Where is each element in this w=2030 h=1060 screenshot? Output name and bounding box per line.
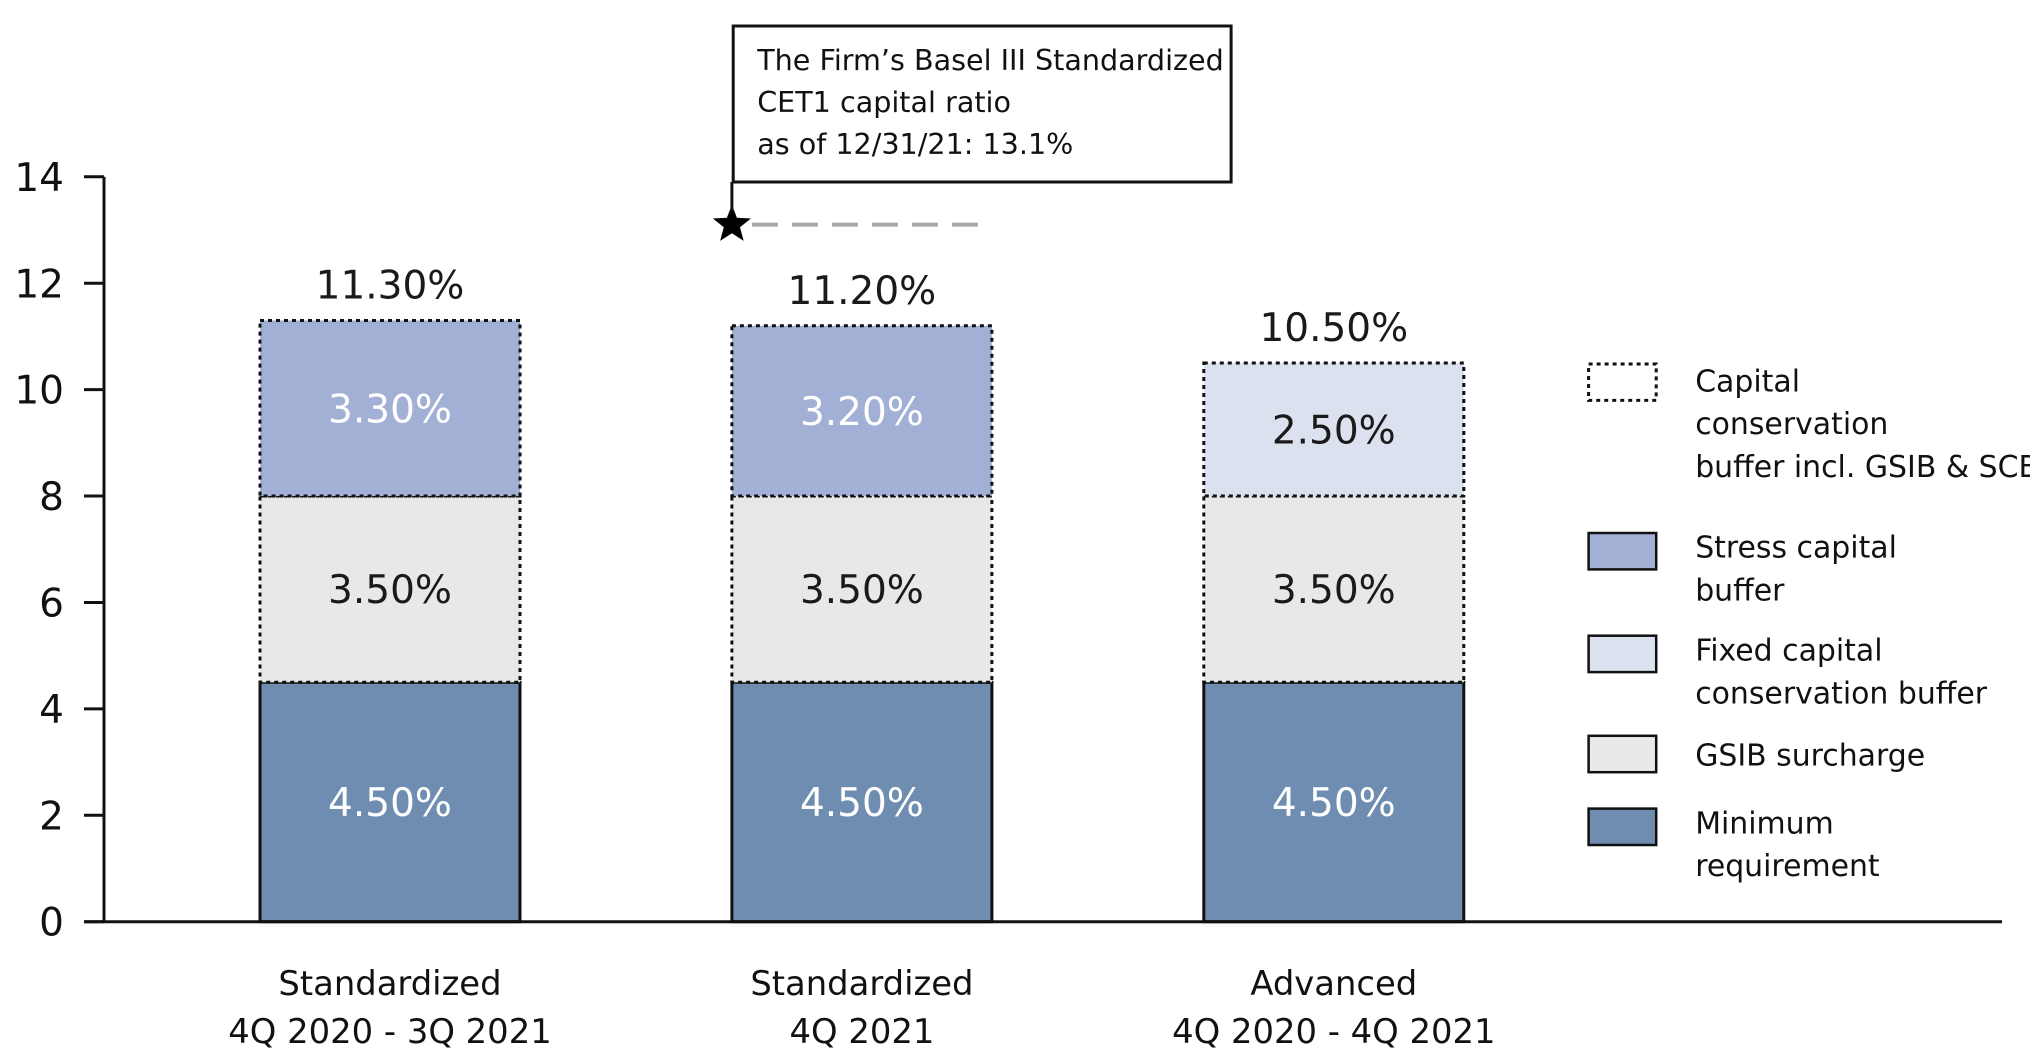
y-tick-label: 8 bbox=[39, 475, 64, 520]
y-tick-label: 6 bbox=[39, 581, 64, 626]
y-tick-label: 10 bbox=[14, 369, 64, 414]
bar-minimum-label: 4.50% bbox=[800, 781, 924, 826]
bar-gsib bbox=[258, 494, 522, 684]
bar-fixed bbox=[1202, 361, 1466, 498]
x-category-label: 4Q 2021 bbox=[789, 1012, 934, 1051]
bar-total-label: 11.20% bbox=[788, 269, 937, 314]
annotation-text: CET1 capital ratio bbox=[757, 85, 1011, 119]
legend-swatch-fixed bbox=[1587, 634, 1658, 674]
bar-minimum bbox=[1202, 680, 1466, 924]
annotation-text: as of 12/31/21: 13.1% bbox=[757, 127, 1073, 161]
x-category-label: Advanced bbox=[1250, 964, 1417, 1003]
bar-gsib-label: 3.50% bbox=[328, 568, 452, 613]
bar-stress bbox=[258, 318, 522, 498]
legend-swatch-minimum bbox=[1587, 807, 1658, 847]
legend-label: buffer incl. GSIB & SCB bbox=[1695, 450, 2030, 485]
x-category-label: 4Q 2020 - 4Q 2021 bbox=[1172, 1012, 1495, 1051]
star-icon bbox=[712, 204, 751, 241]
legend-label: Minimum bbox=[1695, 806, 1834, 841]
y-tick-label: 0 bbox=[39, 901, 64, 946]
x-category-label: Standardized bbox=[750, 964, 973, 1003]
x-category-label: Standardized bbox=[278, 964, 501, 1003]
bar-total-label: 11.30% bbox=[316, 263, 465, 308]
legend-label: requirement bbox=[1695, 849, 1879, 884]
y-tick-label: 2 bbox=[39, 794, 64, 839]
bar-stress bbox=[730, 324, 994, 498]
bar-minimum-label: 4.50% bbox=[1272, 781, 1396, 826]
legend-label: GSIB surcharge bbox=[1695, 739, 1925, 774]
legend-label: conservation buffer bbox=[1695, 676, 1988, 711]
bar-stress-label: 3.30% bbox=[328, 387, 452, 432]
bar-total-label: 10.50% bbox=[1259, 306, 1408, 351]
legend-label: Capital bbox=[1695, 364, 1800, 399]
legend-swatch-stress bbox=[1587, 531, 1658, 571]
legend-label: Fixed capital bbox=[1695, 633, 1882, 668]
x-category-label: 4Q 2020 - 3Q 2021 bbox=[228, 1012, 551, 1051]
legend-label: buffer bbox=[1695, 574, 1785, 609]
bar-fixed-label: 2.50% bbox=[1272, 409, 1396, 454]
y-tick-label: 4 bbox=[39, 688, 64, 733]
y-tick-label: 12 bbox=[14, 262, 64, 307]
legend-swatch-gsib bbox=[1587, 734, 1658, 774]
legend-swatch-ccb bbox=[1587, 362, 1658, 402]
bar-gsib bbox=[1202, 494, 1466, 684]
bar-gsib-label: 3.50% bbox=[1272, 568, 1396, 613]
legend-label: conservation bbox=[1695, 407, 1888, 442]
bar-stress-label: 3.20% bbox=[800, 390, 924, 435]
legend-label: Stress capital bbox=[1695, 531, 1897, 566]
bar-gsib-label: 3.50% bbox=[800, 568, 924, 613]
bar-minimum bbox=[730, 680, 994, 924]
annotation-box bbox=[731, 24, 1233, 184]
y-tick-label: 14 bbox=[14, 156, 64, 201]
bar-minimum-label: 4.50% bbox=[328, 781, 452, 826]
annotation-text: The Firm’s Basel III Standardized bbox=[756, 43, 1224, 77]
bar-minimum bbox=[258, 680, 522, 924]
